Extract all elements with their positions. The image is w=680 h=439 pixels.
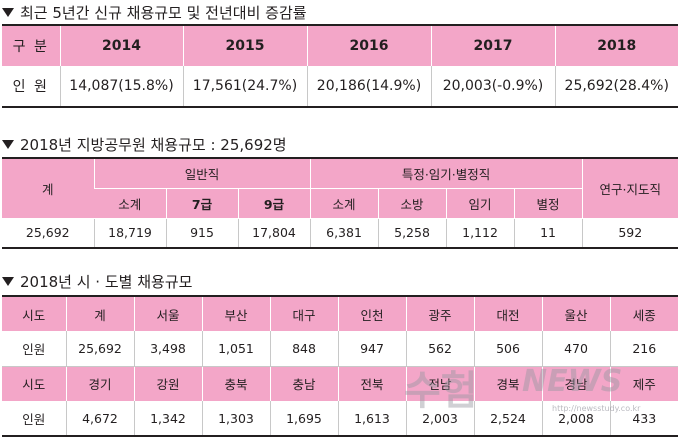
region-cell: 대전 [473, 296, 542, 331]
year-cell: 2015 [182, 25, 307, 66]
table-row: 인원 4,672 1,342 1,303 1,695 1,613 2,003 2… [2, 401, 678, 436]
region-cell: 대구 [269, 296, 338, 331]
row-label: 인원 [2, 401, 66, 436]
triangle-bullet-icon [2, 276, 14, 286]
value-cell: 25,692 [65, 331, 134, 366]
region-cell: 인천 [337, 296, 406, 331]
region-cell: 충남 [269, 365, 338, 401]
value-cell: 1,303 [201, 401, 270, 436]
region-cell: 경남 [541, 365, 610, 401]
region-cell: 충북 [201, 365, 270, 401]
research-group-header: 연구·지도직 [581, 158, 679, 219]
value-cell: 4,672 [65, 401, 134, 436]
region-cell: 전북 [337, 365, 406, 401]
region-cell: 전남 [405, 365, 474, 401]
value-cell: 470 [541, 331, 610, 366]
value-cell: 848 [269, 331, 338, 366]
sub-header-cell: 7급 [165, 187, 238, 219]
value-cell: 25,692 [25, 225, 70, 241]
value-cell: 592 [581, 218, 679, 248]
region-header-row: 시도 경기 강원 충북 충남 전북 전남 경북 경남 제주 [2, 365, 678, 401]
value-cell: 1,613 [337, 401, 406, 436]
hiring-by-region-table: 시도 계 서울 부산 대구 인천 광주 대전 울산 세종 인원 25,692 3… [2, 295, 678, 437]
year-cell: 2017 [430, 25, 555, 66]
region-cell: 세종 [609, 296, 678, 331]
value-cell: 947 [337, 331, 406, 366]
value-cell: 11 [513, 218, 583, 248]
region-cell: 경북 [473, 365, 542, 401]
value-cell: 915 [165, 218, 238, 248]
section1-title-text: 최근 5년간 신규 채용규모 및 전년대비 증감률 [20, 3, 307, 22]
row-label: 시도 [2, 365, 66, 401]
row-label: 시도 [2, 296, 66, 331]
sub-header-cell: 소방 [377, 187, 447, 219]
value-cell: 20,186(14.9%) [306, 66, 431, 107]
sub-header-cell: 9급 [237, 187, 311, 219]
region-cell: 부산 [201, 296, 270, 331]
region-cell: 제주 [609, 365, 678, 401]
section3-title: 2018년 시 · 도별 채용규모 [2, 270, 192, 292]
year-cell: 2016 [306, 25, 431, 66]
sub-header-row: 소계 7급 9급 소계 소방 임기 별정 [2, 187, 678, 219]
year-cell: 2014 [59, 25, 183, 66]
value-cell: 433 [609, 401, 678, 436]
value-cell: 14,087(15.8%) [59, 66, 183, 107]
sub-header-cell: 임기 [445, 187, 515, 219]
value-cell: 5,258 [377, 218, 447, 248]
value-cell: 18,719 [93, 218, 166, 248]
value-cell: 2,008 [541, 401, 610, 436]
value-cell: 1,112 [445, 218, 515, 248]
region-header-row: 시도 계 서울 부산 대구 인천 광주 대전 울산 세종 [2, 296, 678, 331]
value-cell: 20,003(-0.9%) [430, 66, 555, 107]
region-cell: 계 [65, 296, 134, 331]
value-cell: 1,695 [269, 401, 338, 436]
section2-title-text: 2018년 지방공무원 채용규모 : 25,692명 [20, 135, 287, 154]
value-cell: 562 [405, 331, 474, 366]
year-cell: 2018 [554, 25, 678, 66]
row-label: 인원 [2, 331, 66, 366]
value-cell: 17,804 [237, 218, 311, 248]
value-cell: 1,051 [201, 331, 270, 366]
region-cell: 강원 [133, 365, 202, 401]
triangle-bullet-icon [2, 139, 14, 149]
sub-header-cell: 소계 [94, 187, 166, 219]
row-label: 인 원 [12, 79, 49, 95]
sub-header-cell: 소계 [309, 187, 379, 219]
value-cell: 1,342 [133, 401, 202, 436]
value-cell: 2,524 [473, 401, 542, 436]
table-row: 인 원 14,087(15.8%) 17,561(24.7%) 20,186(1… [2, 66, 678, 107]
yearly-hiring-table: 구 분 2014 2015 2016 2017 2018 인 원 14,087(… [2, 24, 678, 108]
region-cell: 광주 [405, 296, 474, 331]
value-cell: 25,692(28.4%) [554, 66, 678, 107]
general-group-header: 일반직 [93, 158, 311, 189]
table-row: 인원 25,692 3,498 1,051 848 947 562 506 47… [2, 331, 678, 366]
section2-title: 2018년 지방공무원 채용규모 : 25,692명 [2, 133, 287, 155]
region-cell: 울산 [541, 296, 610, 331]
table-row: 25,692 18,719 915 17,804 6,381 5,258 1,1… [2, 218, 679, 248]
section1-title: 최근 5년간 신규 채용규모 및 전년대비 증감률 [2, 1, 307, 23]
header-label: 구 분 [2, 25, 60, 66]
group-header-row: 계 일반직 특정·임기·별정직 연구·지도직 [2, 158, 679, 219]
table-header-row: 구 분 2014 2015 2016 2017 2018 [2, 25, 678, 66]
value-cell: 2,003 [405, 401, 474, 436]
value-cell: 6,381 [309, 218, 379, 248]
hiring-by-type-table: 계 일반직 특정·임기·별정직 연구·지도직 소계 7급 9급 소계 소방 임기… [2, 157, 679, 249]
region-cell: 서울 [133, 296, 202, 331]
value-cell: 506 [473, 331, 542, 366]
value-cell: 17,561(24.7%) [182, 66, 307, 107]
total-header: 계 [2, 158, 94, 219]
triangle-bullet-icon [2, 7, 14, 17]
special-group-header: 특정·임기·별정직 [309, 158, 583, 189]
section3-title-text: 2018년 시 · 도별 채용규모 [20, 272, 193, 291]
sub-header-cell: 별정 [513, 187, 583, 219]
value-cell: 3,498 [133, 331, 202, 366]
region-cell: 경기 [65, 365, 134, 401]
value-cell: 216 [609, 331, 678, 366]
